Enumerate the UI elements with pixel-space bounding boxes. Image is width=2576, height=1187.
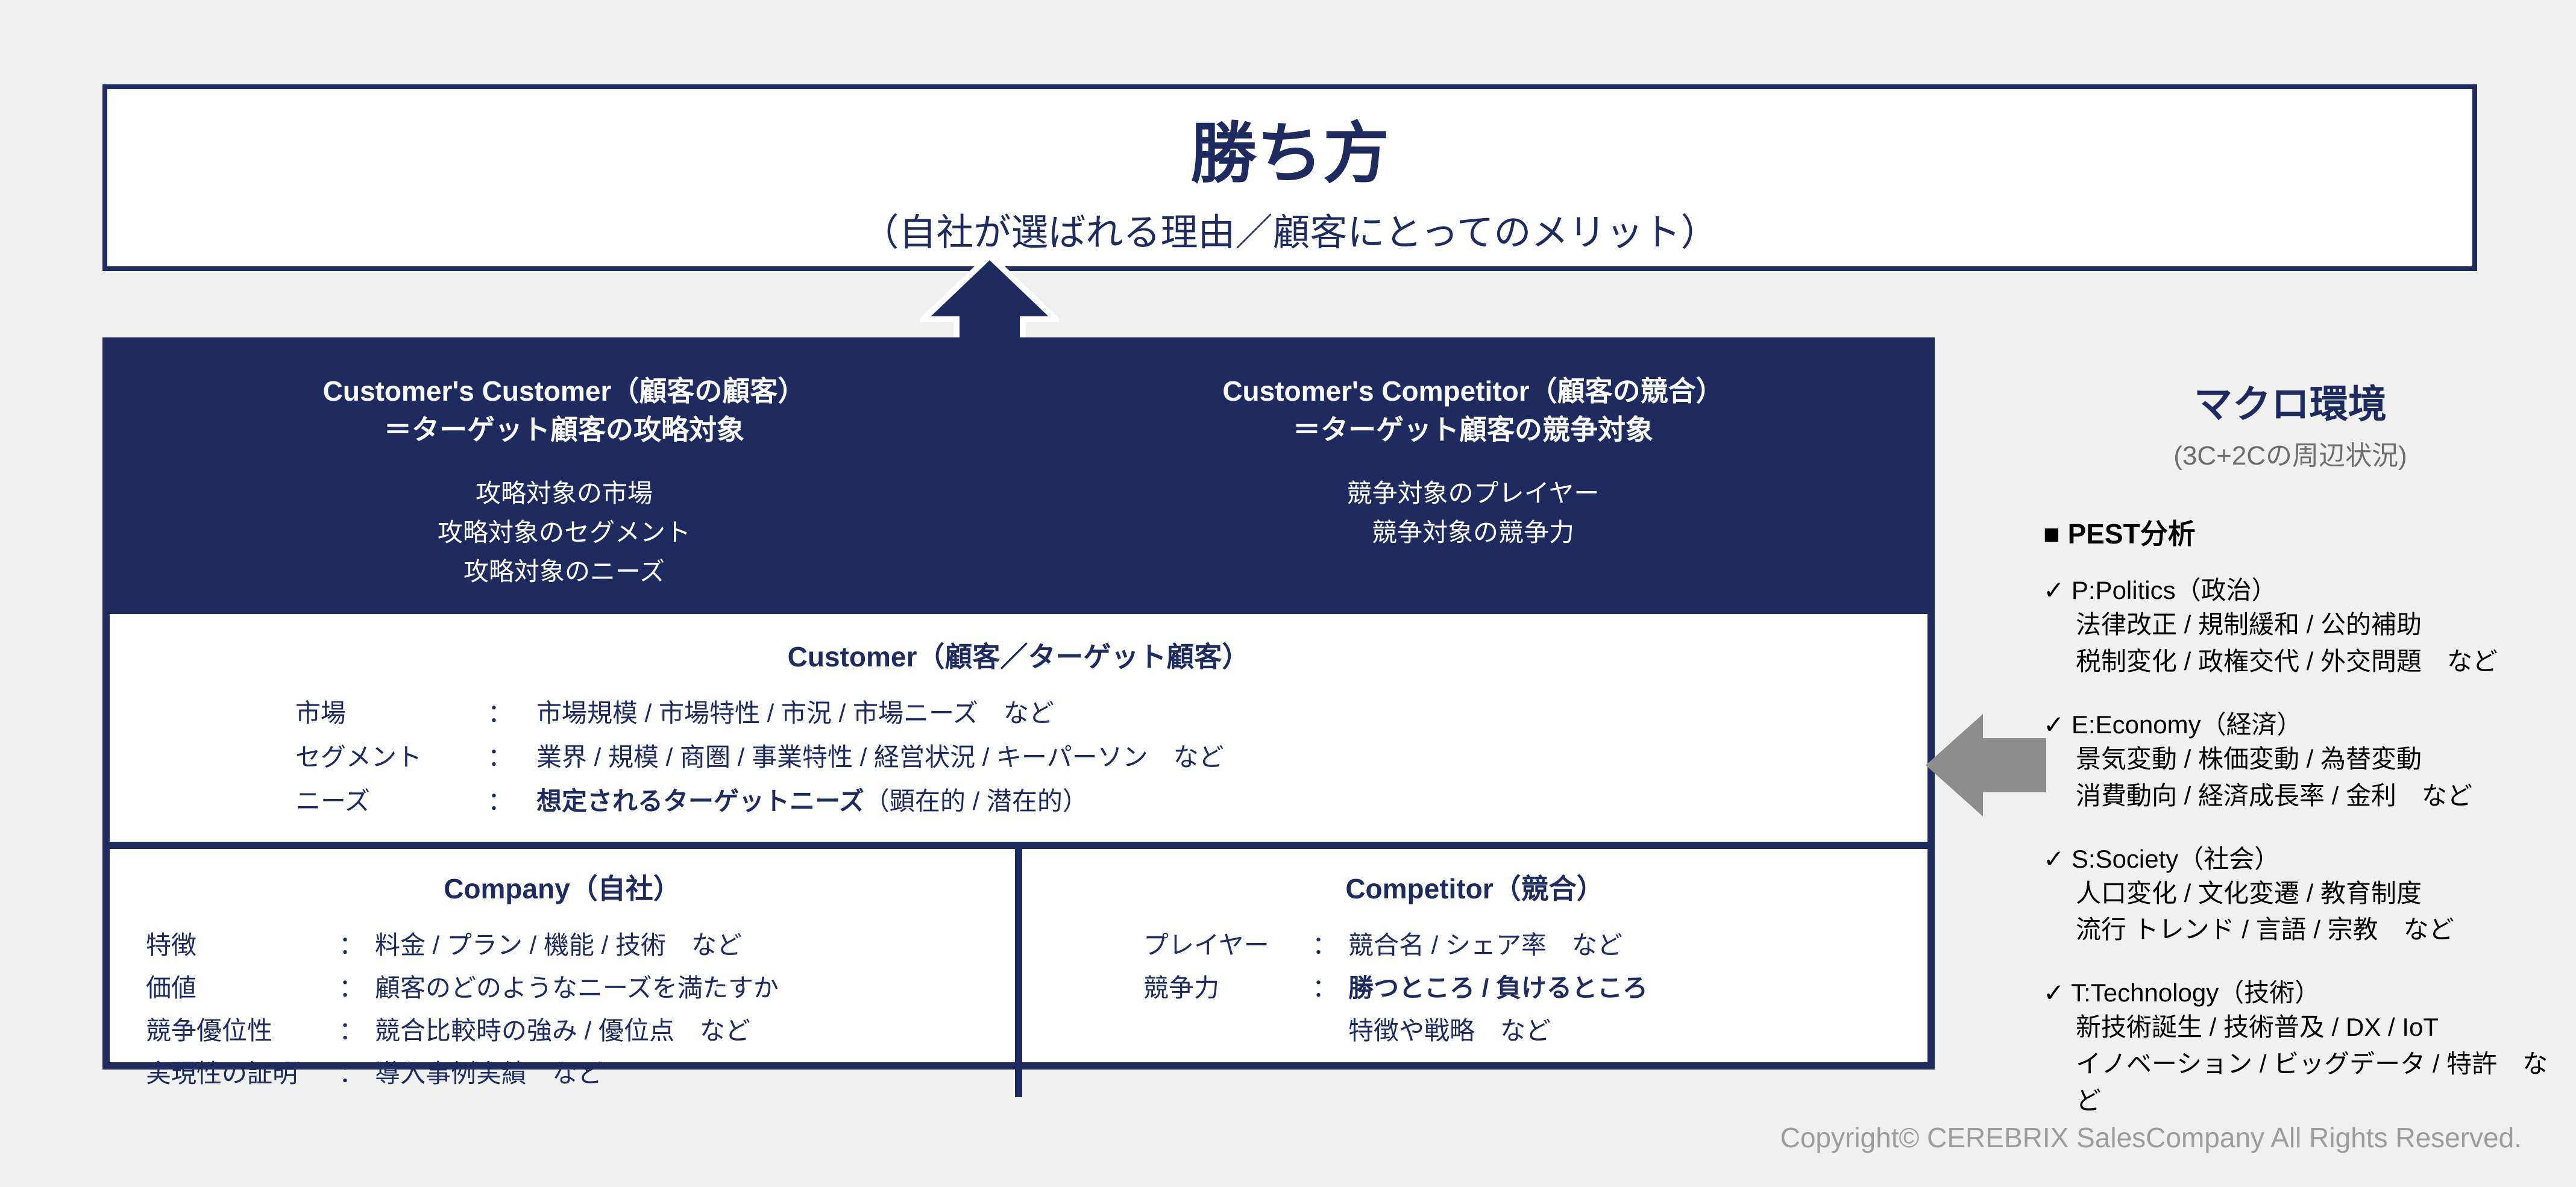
competitor-k-empty <box>1143 1010 1300 1047</box>
competitor-title: Competitor（競合） <box>1058 867 1891 907</box>
company-k: 競争優位性 <box>146 1010 327 1047</box>
macro-subtitle: (3C+2Cの周辺状況) <box>2043 434 2537 472</box>
customer-k: セグメント <box>295 737 464 774</box>
pest-item-name: T:Technology（技術） <box>2043 972 2562 1009</box>
cc-title-1: Customer's Customer（顧客の顧客） <box>122 372 1007 410</box>
pest-header: ■ PEST分析 <box>2043 512 2562 552</box>
company-title: Company（自社） <box>146 867 979 907</box>
pest-item-desc: 新技術誕生 / 技術普及 / DX / IoT <box>2043 1009 2562 1046</box>
pest-item-economy: E:Economy（経済） 景気変動 / 株価変動 / 為替変動 消費動向 / … <box>2043 704 2562 815</box>
ccomp-title-1: Customer's Competitor（顧客の競合） <box>1031 372 1915 410</box>
pest-item-desc: 法律改正 / 規制緩和 / 公的補助 <box>2043 607 2562 644</box>
customer-title: Customer（顧客／ターゲット顧客） <box>134 635 1903 675</box>
framework-2c-row: Customer's Customer（顧客の顧客） ＝ターゲット顧客の攻略対象… <box>110 345 1927 607</box>
pest-item-name: E:Economy（経済） <box>2043 704 2562 741</box>
pest-item-desc: 流行 トレンド / 言語 / 宗教 など <box>2043 912 2562 948</box>
cc-item: 攻略対象のニーズ <box>122 552 1007 591</box>
competitor-v-bold: 勝つところ / 負けるところ <box>1348 968 1806 1004</box>
win-title: 勝ち方 <box>1190 99 1389 196</box>
customer-grid: 市場 ： 市場規模 / 市場特性 / 市況 / 市場ニーズ など セグメント ：… <box>295 693 1742 818</box>
competitor-v: 競合名 / シェア率 など <box>1348 925 1806 962</box>
company-v: 顧客のどのようなニーズを満たすか <box>375 968 979 1004</box>
colon: ： <box>1312 925 1336 962</box>
company-k: 価値 <box>146 968 327 1004</box>
left-arrow-icon <box>1926 714 2046 816</box>
macro-title-block: マクロ環境 (3C+2Cの周辺状況) <box>2043 374 2537 472</box>
competitor-v: 特徴や戦略 など <box>1348 1010 1806 1047</box>
company-k: 実現性の証明 <box>146 1053 327 1090</box>
macro-title: マクロ環境 <box>2043 374 2537 429</box>
colon: ： <box>482 693 518 730</box>
ccomp-title-2: ＝ターゲット顧客の競争対象 <box>1031 410 1915 449</box>
competitor-grid: プレイヤー ： 競合名 / シェア率 など 競争力 ： 勝つところ / 負けると… <box>1143 925 1806 1047</box>
pest-block: ■ PEST分析 P:Politics（政治） 法律改正 / 規制緩和 / 公的… <box>2043 512 2562 1144</box>
competitor-k: 競争力 <box>1143 968 1300 1004</box>
customers-customer-box: Customer's Customer（顧客の顧客） ＝ターゲット顧客の攻略対象… <box>110 345 1019 607</box>
customer-v: 市場規模 / 市場特性 / 市況 / 市場ニーズ など <box>536 693 1742 730</box>
colon-empty <box>1312 1010 1336 1047</box>
customer-k: 市場 <box>295 693 464 730</box>
diagram-canvas: 勝ち方 （自社が選ばれる理由／顧客にとってのメリット） Customer's C… <box>0 0 2576 1187</box>
colon: ： <box>1312 968 1336 1004</box>
cc-items: 攻略対象の市場 攻略対象のセグメント 攻略対象のニーズ <box>122 474 1007 591</box>
competitor-box: Competitor（競合） プレイヤー ： 競合名 / シェア率 など 競争力… <box>1015 849 1927 1097</box>
customer-v-rest: （顕在的 / 潜在的） <box>864 787 1088 815</box>
pest-item-technology: T:Technology（技術） 新技術誕生 / 技術普及 / DX / IoT… <box>2043 972 2562 1120</box>
copyright-text: Copyright© CEREBRIX SalesCompany All Rig… <box>1780 1121 2522 1154</box>
pest-item-desc: イノベーション / ビッグデータ / 特許 など <box>2043 1046 2562 1120</box>
company-grid: 特徴 ： 料金 / プラン / 機能 / 技術 など 価値 ： 顧客のどのような… <box>146 925 979 1090</box>
company-v: 料金 / プラン / 機能 / 技術 など <box>375 925 979 962</box>
colon: ： <box>339 1053 363 1090</box>
pest-item-desc: 人口変化 / 文化変遷 / 教育制度 <box>2043 875 2562 912</box>
ccomp-item: 競争対象のプレイヤー <box>1031 474 1915 513</box>
company-k: 特徴 <box>146 925 327 962</box>
competitor-k: プレイヤー <box>1143 925 1300 962</box>
framework-main: Customer's Customer（顧客の顧客） ＝ターゲット顧客の攻略対象… <box>102 337 1935 1070</box>
colon: ： <box>482 781 518 818</box>
pest-item-desc: 税制変化 / 政権交代 / 外交問題 など <box>2043 644 2562 680</box>
cc-item: 攻略対象のセグメント <box>122 513 1007 552</box>
framework-bottom-row: Company（自社） 特徴 ： 料金 / プラン / 機能 / 技術 など 価… <box>110 849 1927 1097</box>
pest-item-society: S:Society（社会） 人口変化 / 文化変遷 / 教育制度 流行 トレンド… <box>2043 839 2562 949</box>
customer-k: ニーズ <box>295 781 464 818</box>
pest-item-desc: 景気変動 / 株価変動 / 為替変動 <box>2043 741 2562 778</box>
pest-item-name: S:Society（社会） <box>2043 839 2562 875</box>
win-box: 勝ち方 （自社が選ばれる理由／顧客にとってのメリット） <box>102 84 2477 271</box>
cc-title-2: ＝ターゲット顧客の攻略対象 <box>122 410 1007 449</box>
colon: ： <box>482 737 518 774</box>
customer-v: 想定されるターゲットニーズ（顕在的 / 潜在的） <box>536 781 1742 818</box>
colon: ： <box>339 925 363 962</box>
cc-item: 攻略対象の市場 <box>122 474 1007 513</box>
pest-item-desc: 消費動向 / 経済成長率 / 金利 など <box>2043 778 2562 815</box>
colon: ： <box>339 1010 363 1047</box>
colon: ： <box>339 968 363 1004</box>
customer-v: 業界 / 規模 / 商圏 / 事業特性 / 経営状況 / キーパーソン など <box>536 737 1742 774</box>
customer-box: Customer（顧客／ターゲット顧客） 市場 ： 市場規模 / 市場特性 / … <box>110 607 1927 849</box>
ccomp-items: 競争対象のプレイヤー 競争対象の競争力 <box>1031 474 1915 552</box>
up-arrow-icon <box>920 238 1059 352</box>
pest-item-politics: P:Politics（政治） 法律改正 / 規制緩和 / 公的補助 税制変化 /… <box>2043 570 2562 680</box>
customer-v-bold: 想定されるターゲットニーズ <box>536 787 864 815</box>
pest-item-name: P:Politics（政治） <box>2043 570 2562 607</box>
company-box: Company（自社） 特徴 ： 料金 / プラン / 機能 / 技術 など 価… <box>110 849 1015 1097</box>
ccomp-item: 競争対象の競争力 <box>1031 513 1915 552</box>
customers-competitor-box: Customer's Competitor（顧客の競合） ＝ターゲット顧客の競争… <box>1019 345 1927 607</box>
company-v: 競合比較時の強み / 優位点 など <box>375 1010 979 1047</box>
company-v: 導入事例実績 など <box>375 1053 979 1090</box>
